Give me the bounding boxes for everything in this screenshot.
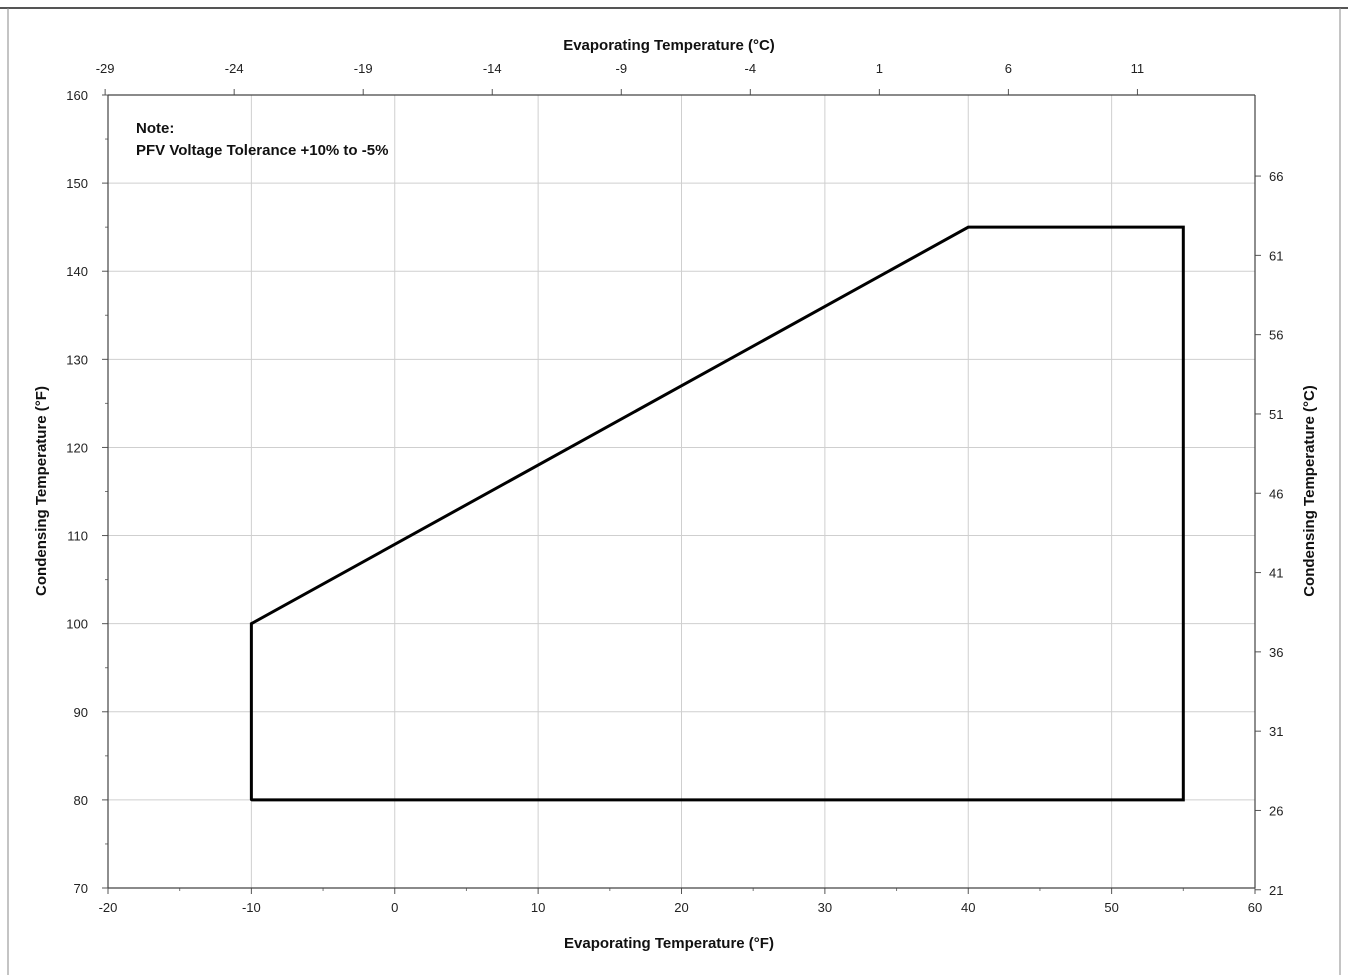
y2-tick-label: 46 [1269,486,1283,501]
y-tick-label: 110 [67,529,88,544]
x-tick-label: 60 [1248,900,1262,915]
y2-tick-label: 56 [1269,328,1283,343]
y-tick-label: 90 [74,705,88,720]
x2-tick-label: 11 [1131,61,1145,76]
note-voltage-tolerance: PFV Voltage Tolerance +10% to -5% [136,142,388,159]
y-tick-label: 140 [66,264,88,279]
x2-tick-label: -19 [354,61,373,76]
operating-envelope-line [249,225,1185,802]
y-tick-label: 150 [66,176,88,191]
envelope-vertex-point [967,225,970,229]
y2-tick-label: 51 [1269,407,1283,422]
y-axis-title: Condensing Temperature (°F) [33,386,50,596]
x-tick-label: -20 [99,900,118,915]
x-tick-label: -10 [242,900,261,915]
x-tick-label: 20 [674,900,688,915]
y-tick-label: 80 [74,793,88,808]
y-tick-label: 70 [74,881,88,896]
envelope-vertex-point [1182,225,1185,229]
x-tick-label: 30 [818,900,832,915]
x2-tick-label: 6 [1005,61,1012,76]
y2-tick-label: 21 [1269,883,1283,898]
x-tick-label: 0 [391,900,398,915]
y2-tick-label: 41 [1269,566,1283,581]
x2-tick-label: -9 [616,61,628,76]
y-tick-label: 160 [66,88,88,103]
y2-tick-label: 61 [1269,248,1283,263]
series-layer [249,225,1185,802]
y2-axis-title: Condensing Temperature (°C) [1301,385,1318,597]
tick-labels: -20 -10 0 10 20 30 40 50 60 70 80 90 100 110 120 130 140… [66,61,1283,915]
envelope-vertex-point [250,622,253,625]
y2-tick-label: 36 [1269,645,1283,660]
y2-tick-label: 31 [1269,724,1283,739]
envelope-vertex-point [250,798,253,802]
x-axis-title: Evaporating Temperature (°F) [564,935,774,952]
y2-tick-label: 26 [1269,803,1283,818]
x2-tick-label: -24 [225,61,244,76]
y-tick-label: 100 [66,617,88,632]
x-tick-label: 50 [1104,900,1118,915]
x2-tick-label: 1 [876,61,883,76]
envelope-vertex-point [1182,798,1185,802]
y-tick-label: 130 [66,352,88,367]
gridlines [108,95,1255,888]
y2-tick-label: 66 [1269,169,1283,184]
y-tick-label: 120 [66,440,88,455]
axes [102,89,1261,894]
x2-axis-title: Evaporating Temperature (°C) [563,37,775,54]
x2-tick-label: -29 [96,61,115,76]
note-heading: Note: [136,120,174,137]
x-tick-label: 40 [961,900,975,915]
x2-tick-label: -4 [745,61,757,76]
x2-tick-label: -14 [483,61,502,76]
x-tick-label: 10 [531,900,545,915]
